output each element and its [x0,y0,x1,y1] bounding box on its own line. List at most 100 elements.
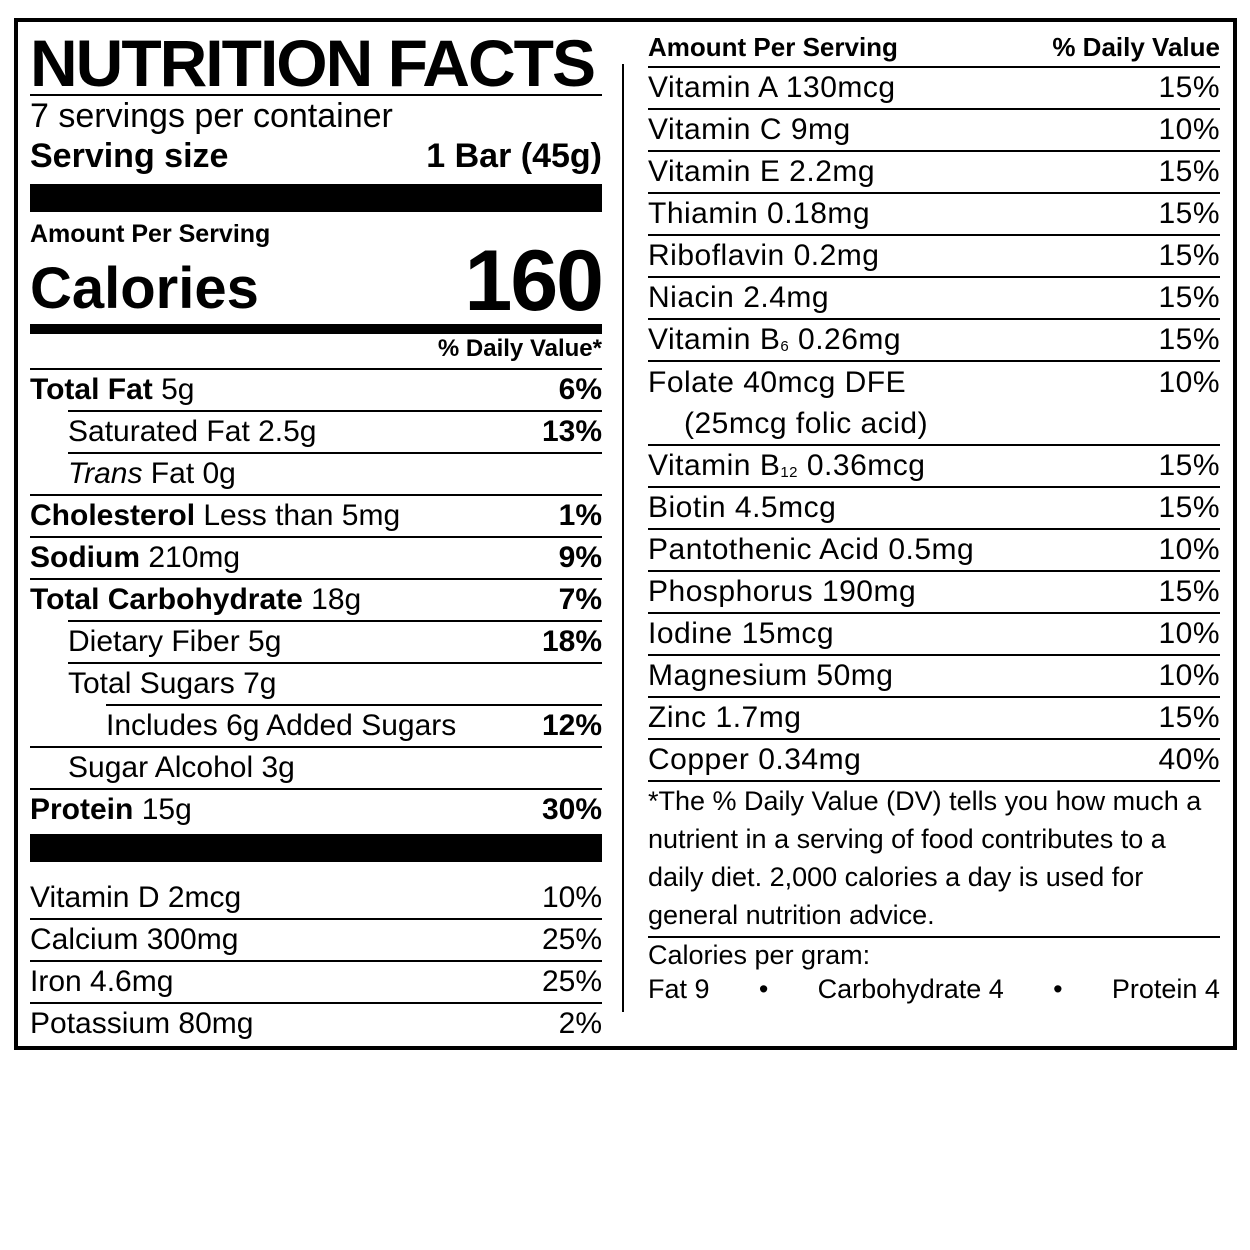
vitamin-name: Calcium 300mg [30,923,239,956]
calories-row: Calories 160 [30,238,604,324]
vitamin-name-subscript: 12 [780,464,799,481]
daily-value-header: % Daily Value* [437,335,602,362]
vitamin-dv: 15% [1158,155,1220,188]
nutrient-dv: 12% [541,709,602,742]
right-column: Amount Per Serving % Daily Value Vitamin… [648,30,1220,1006]
vitamin-row-magnesium: Magnesium 50mg 10% [648,654,1220,696]
nutrient-name: Saturated Fat 2.5g [68,415,317,448]
vitamin-row-biotin: Biotin 4.5mcg 15% [648,486,1220,528]
nutrient-dv: 9% [558,541,602,574]
label-title: NUTRITION FACTS [30,26,596,100]
nutrient-row-trans-fat: Trans Fat 0g [68,452,602,494]
vitamin-name: Zinc 1.7mg [648,701,802,734]
nutrient-name: Includes 6g Added Sugars [106,709,457,742]
title-rule [30,94,602,96]
vitamin-name: Phosphorus 190mg [648,575,917,608]
nutrient-name: Fat 0g [142,457,236,490]
left-column: NUTRITION FACTS 7 servings per container… [30,26,604,1044]
vitamin-amount: 0.26mg [789,323,902,356]
vitamin-name: Iodine 15mcg [648,617,835,650]
vitamin-name-line1: Folate 40mcg DFE [648,366,907,399]
calories-per-gram-row: Fat 9 • Carbohydrate 4 • Protein 4 [648,972,1220,1006]
vitamin-dv: 15% [1158,71,1220,104]
vitamin-dv: 10% [1158,659,1220,692]
vitamin-name: Niacin 2.4mg [648,281,830,314]
vitamin-row-phosphorus: Phosphorus 190mg 15% [648,570,1220,612]
vitamin-name-line2: (25mcg folic acid) [684,407,929,440]
vitamin-dv: 10% [1158,617,1220,650]
vitamin-row-vitamin-e: Vitamin E 2.2mg 15% [648,150,1220,192]
vitamin-name: Thiamin 0.18mg [648,197,871,230]
nutrient-name: Dietary Fiber 5g [68,625,282,658]
vitamin-dv: 15% [1158,323,1220,356]
nutrient-name-italic: Trans [68,457,143,490]
nutrient-dv: 6% [558,373,602,406]
serving-size-row: Serving size 1 Bar (45g) [30,136,602,176]
serving-size-value: 1 Bar (45g) [426,137,602,175]
vitamin-row-copper: Copper 0.34mg 40% [648,738,1220,780]
vitamin-name-base: Vitamin B [648,449,781,482]
right-header: Amount Per Serving % Daily Value [648,30,1220,66]
nutrient-row-sugar-alcohol: Sugar Alcohol 3g [30,746,602,788]
medium-divider [30,324,602,334]
vitamin-name: Riboflavin 0.2mg [648,239,880,272]
right-header-dv: % Daily Value [1052,32,1220,62]
vitamin-name: Iron 4.6mg [30,965,174,998]
vitamin-row-potassium: Potassium 80mg 2% [30,1002,602,1044]
nutrient-amount: Less than 5mg [195,499,401,532]
vitamin-name: Biotin 4.5mcg [648,491,837,524]
vitamin-row-niacin: Niacin 2.4mg 15% [648,276,1220,318]
vitamin-row-vitamin-c: Vitamin C 9mg 10% [648,108,1220,150]
vitamin-row-iodine: Iodine 15mcg 10% [648,612,1220,654]
vitamin-name: Copper 0.34mg [648,743,862,776]
vitamin-dv: 15% [1158,281,1220,314]
nutrient-name: Sugar Alcohol 3g [68,751,295,784]
vitamin-dv: 10% [1158,113,1220,146]
nutrient-dv: 30% [541,793,602,826]
nutrition-facts-panel [14,18,1237,1050]
nutrient-row-cholesterol: Cholesterol Less than 5mg 1% [30,494,602,536]
nutrient-name: Cholesterol [30,499,196,532]
vitamin-dv: 25% [541,923,602,956]
nutrient-dv: 18% [541,625,602,658]
vitamin-name-base: Vitamin B [648,323,781,356]
vitamin-row-iron: Iron 4.6mg 25% [30,960,602,1002]
vitamin-row-vitamin-a: Vitamin A 130mcg 15% [648,66,1220,108]
vitamin-name: Vitamin A 130mcg [648,71,896,104]
vitamin-row-vitamin-b12: Vitamin B12 0.36mcg 15% [648,444,1220,486]
nutrient-name: Sodium [30,541,140,574]
vitamin-dv: 40% [1158,743,1220,776]
vitamin-name: Vitamin E 2.2mg [648,155,876,188]
vitamin-dv: 2% [558,1007,602,1040]
nutrient-dv: 13% [541,415,602,448]
cpg-carbohydrate: Carbohydrate 4 [817,974,1004,1004]
vitamin-name: Vitamin D 2mcg [30,881,242,914]
nutrient-dv: 1% [558,499,602,532]
vitamin-name-subscript: 6 [780,338,790,355]
vitamin-amount: 0.36mcg [798,449,926,482]
nutrient-row-dietary-fiber: Dietary Fiber 5g 18% [68,620,602,662]
nutrient-row-total-carbohydrate: Total Carbohydrate 18g 7% [30,578,602,620]
thick-divider-vitamins [30,834,602,862]
nutrient-amount: 5g [152,373,195,406]
vitamin-name: Pantothenic Acid 0.5mg [648,533,975,566]
vitamin-row-zinc: Zinc 1.7mg 15% [648,696,1220,738]
vitamin-dv: 15% [1158,197,1220,230]
bullet-icon: • [758,974,769,1004]
nutrient-row-added-sugars: Includes 6g Added Sugars 12% [106,704,602,746]
vitamin-dv: 15% [1158,491,1220,524]
vitamin-dv: 10% [1158,366,1220,399]
cpg-protein: Protein 4 [1111,974,1220,1004]
vitamin-name: Vitamin B12 0.36mcg [648,449,925,483]
calories-label: Calories [30,256,259,321]
column-divider [622,64,624,1012]
vitamin-name: Folate 40mcg DFE (25mcg folic acid) [648,362,928,444]
cpg-fat: Fat 9 [648,974,710,1004]
nutrient-amount: 15g [133,793,192,826]
thick-divider-top [30,184,602,212]
amount-per-serving-label: Amount Per Serving [30,220,271,248]
calories-value: 160 [464,233,604,329]
vitamin-name: Magnesium 50mg [648,659,894,692]
nutrient-dv: 7% [558,583,602,616]
vitamin-row-calcium: Calcium 300mg 25% [30,918,602,960]
